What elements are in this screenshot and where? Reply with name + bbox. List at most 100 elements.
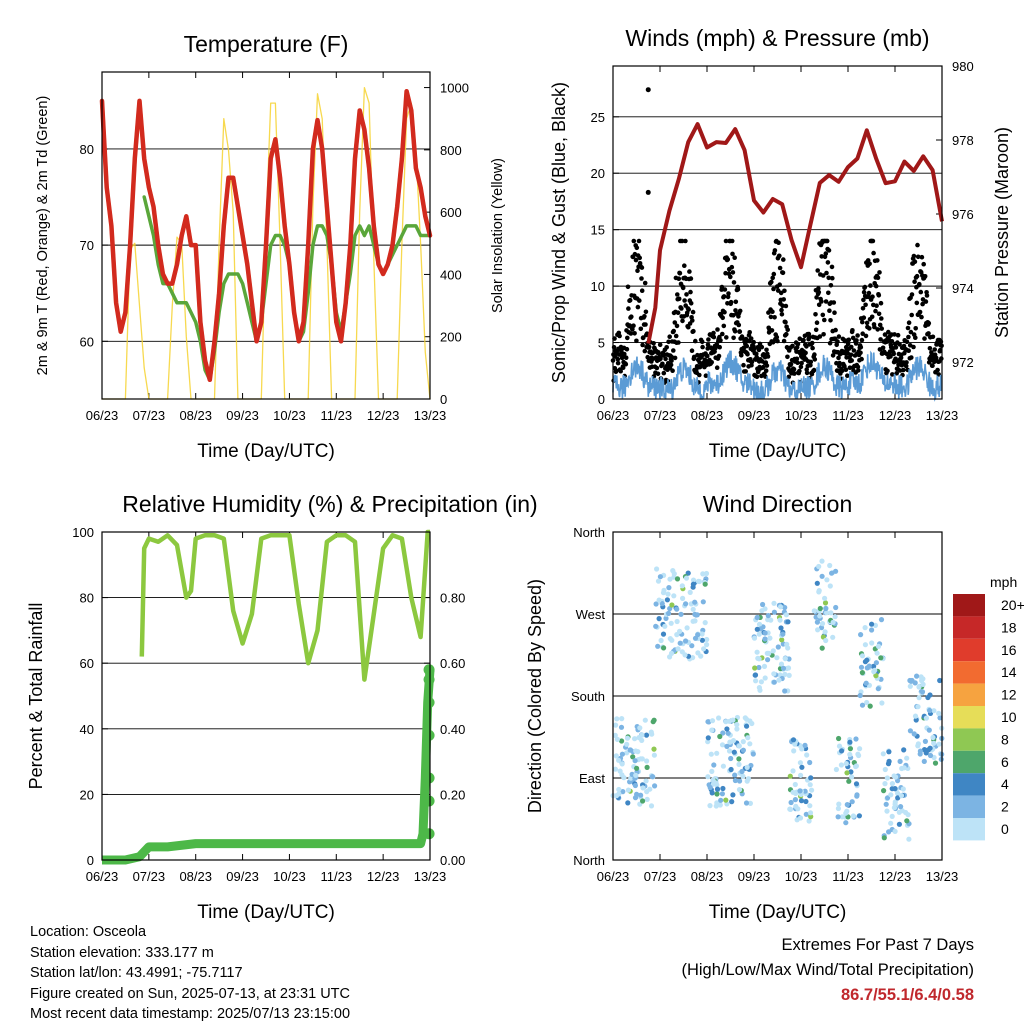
direction-point — [937, 715, 943, 721]
gust-point — [705, 353, 710, 359]
wind-line — [612, 350, 943, 402]
direction-point — [612, 732, 618, 739]
direction-point — [690, 577, 697, 583]
direction-point — [644, 758, 650, 764]
gust-point — [798, 364, 804, 370]
x-tick-label: 06/23 — [597, 408, 630, 423]
gust-point — [728, 274, 733, 280]
direction-point — [904, 818, 910, 824]
gust-point — [820, 273, 826, 278]
gust-point — [845, 341, 851, 347]
legend-label: 10 — [1001, 709, 1017, 725]
gust-point — [654, 365, 660, 371]
direction-point — [619, 761, 625, 767]
direction-point — [807, 810, 814, 816]
y-tick-label: 60 — [80, 334, 94, 349]
direction-point — [717, 733, 723, 740]
extremes-box: Extremes For Past 7 Days (High/Low/Max W… — [681, 933, 974, 1008]
direction-point — [914, 673, 920, 679]
direction-point — [898, 793, 905, 799]
direction-point — [906, 836, 912, 842]
direction-point — [895, 790, 901, 797]
direction-point — [859, 702, 866, 708]
direction-point — [869, 640, 875, 646]
extremes-title: Extremes For Past 7 Days — [781, 936, 974, 954]
direction-point — [647, 786, 653, 792]
direction-point — [743, 800, 750, 806]
direction-point — [689, 643, 695, 649]
gust-point — [864, 320, 870, 326]
gust-point — [671, 348, 676, 353]
precip-point — [423, 697, 435, 709]
direction-point — [670, 568, 676, 574]
direction-point — [898, 804, 904, 810]
x-axis-label: Time (Day/UTC) — [709, 441, 847, 462]
gust-point — [627, 297, 633, 303]
direction-point — [770, 648, 776, 654]
gust-point — [855, 333, 860, 338]
direction-point — [907, 728, 914, 734]
direction-point — [680, 595, 686, 602]
direction-point — [713, 803, 719, 809]
direction-point — [699, 631, 705, 637]
direction-point — [862, 642, 869, 648]
gust-point — [741, 362, 746, 368]
direction-point — [651, 717, 657, 723]
gust-point — [639, 276, 644, 281]
gust-point — [872, 324, 877, 330]
direction-point — [937, 677, 943, 684]
gust-point — [820, 312, 826, 318]
direction-point — [717, 802, 723, 808]
direction-point — [702, 620, 708, 626]
direction-point — [816, 563, 822, 570]
direction-point — [853, 781, 860, 787]
gust-point — [636, 238, 642, 244]
direction-point — [864, 699, 870, 706]
gust-point — [723, 238, 729, 244]
direction-point — [886, 749, 892, 755]
y-axis-label: Sonic/Prop Wind & Gust (Blue, Black) — [549, 82, 569, 383]
direction-point — [817, 605, 823, 612]
direction-point — [651, 746, 657, 752]
gust-point — [699, 339, 705, 345]
gust-point — [614, 368, 619, 374]
gust-point — [919, 314, 924, 320]
direction-point — [863, 680, 869, 686]
direction-point — [857, 746, 863, 752]
direction-point — [803, 798, 809, 805]
gust-point — [774, 334, 780, 340]
direction-point — [911, 731, 917, 737]
gust-point — [628, 331, 634, 336]
gust-point — [722, 287, 728, 292]
gust-point — [772, 315, 777, 320]
x-tick-label: 10/23 — [785, 869, 818, 884]
gust-point — [909, 355, 914, 360]
direction-point — [709, 718, 716, 724]
direction-point — [687, 589, 693, 596]
gust-point — [748, 336, 754, 341]
direction-point — [782, 688, 788, 694]
gust-point — [625, 284, 631, 290]
direction-point — [759, 608, 765, 614]
gust-point — [859, 337, 865, 343]
direction-point — [891, 773, 897, 779]
direction-point — [729, 799, 735, 805]
legend-label: 6 — [1001, 754, 1009, 770]
direction-point — [922, 738, 929, 745]
direction-point — [771, 600, 777, 606]
gust-point — [860, 331, 865, 337]
gust-point — [795, 341, 801, 347]
gust-point — [724, 335, 729, 340]
direction-point — [620, 789, 626, 795]
direction-point — [815, 627, 821, 633]
gust-point — [688, 289, 693, 295]
direction-point — [807, 803, 813, 809]
extremes-values: 86.7/55.1/6.4/0.58 — [840, 986, 974, 1004]
gust-point — [624, 346, 630, 352]
gust-point — [646, 344, 652, 350]
gust-point — [849, 358, 854, 363]
gust-point — [673, 333, 679, 339]
location-text: Location: Osceola — [30, 924, 147, 940]
y-tick-label-right: 0.20 — [440, 787, 465, 802]
gust-point — [875, 258, 880, 263]
